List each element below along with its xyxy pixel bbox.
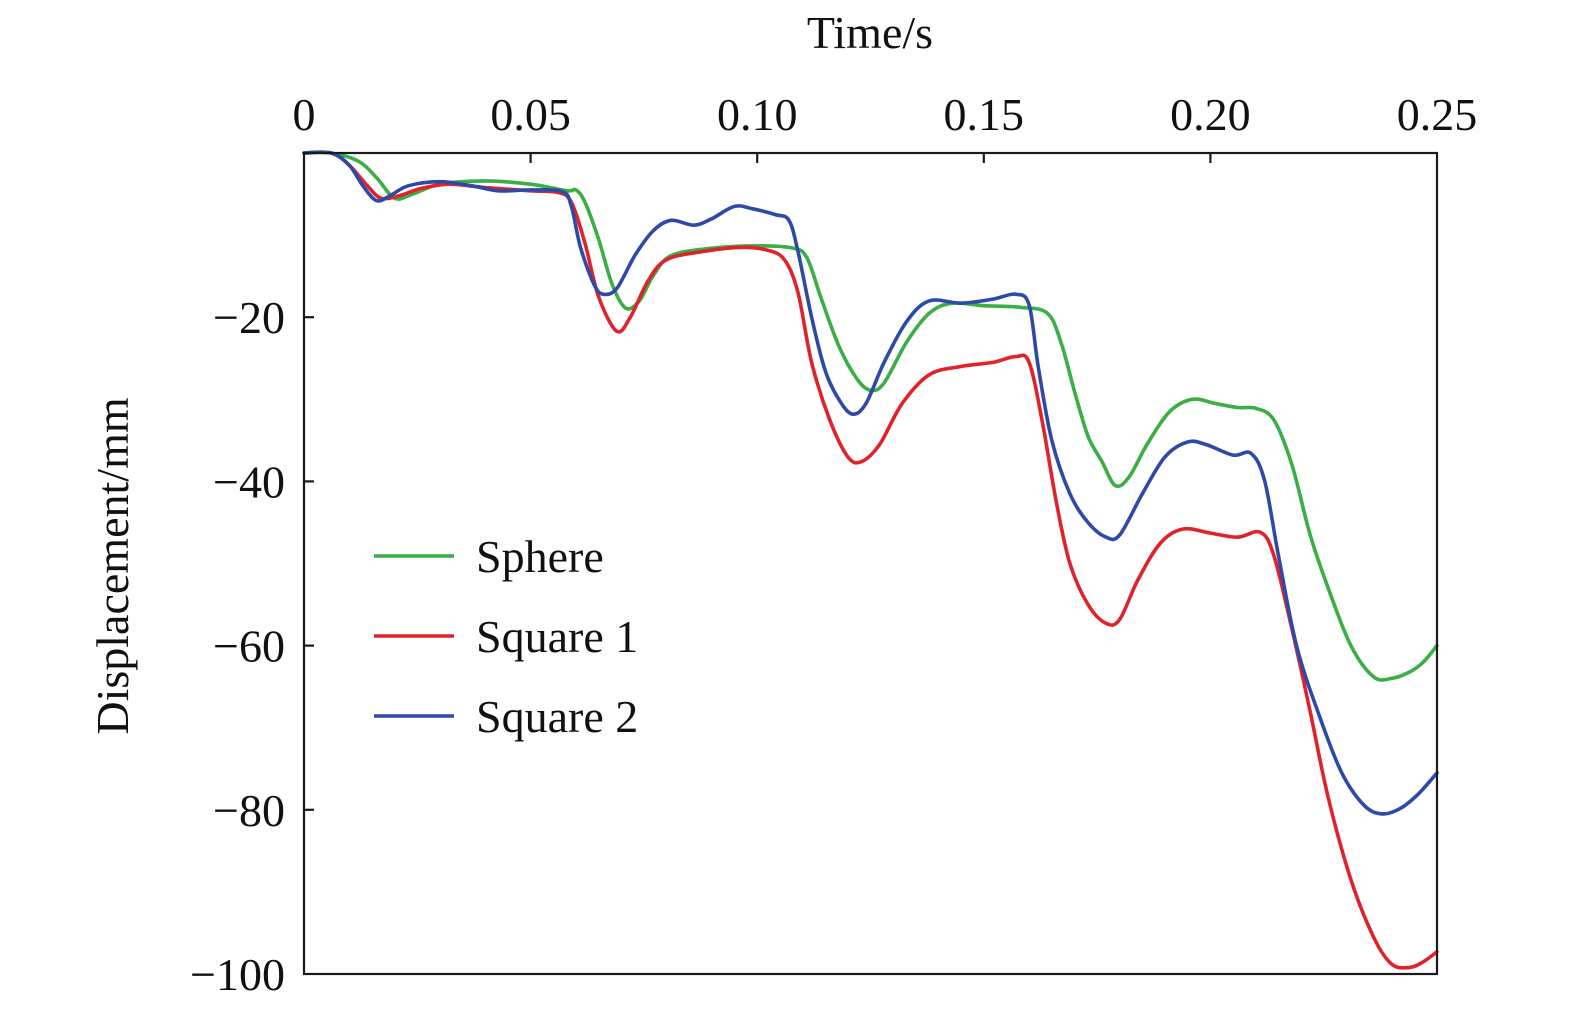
- y-tick-label: −60: [213, 621, 285, 672]
- series-line-1: [302, 150, 1439, 682]
- x-tick-label: 0.20: [1170, 89, 1251, 140]
- legend-label: Square 2: [476, 691, 638, 742]
- legend: Sphere Square 1 Square 2: [374, 531, 638, 742]
- x-tick-label: 0.15: [944, 89, 1025, 140]
- x-tick-label: 0.10: [717, 89, 798, 140]
- series-line-3: [302, 150, 1439, 816]
- y-tick-label: −100: [190, 949, 285, 1000]
- legend-label: Sphere: [476, 531, 604, 582]
- series-line-2: [302, 150, 1439, 970]
- y-tick-label: −40: [213, 456, 285, 507]
- y-tick-label: −20: [213, 292, 285, 343]
- axis-ticks: 0 0.05 0.10 0.15 0.20 0.25 −20 −40 −60 −80 −100: [190, 89, 1477, 1000]
- x-axis-title: Time/s: [807, 7, 933, 58]
- y-tick-label: −80: [213, 785, 285, 836]
- legend-label: Square 1: [476, 611, 638, 662]
- x-tick-label: 0.25: [1397, 89, 1478, 140]
- y-axis-title: Displacement/mm: [87, 397, 138, 734]
- series-lines: [302, 150, 1439, 970]
- plot-frame: [302, 151, 1439, 976]
- x-tick-label: 0: [293, 89, 316, 140]
- x-tick-label: 0.05: [490, 89, 571, 140]
